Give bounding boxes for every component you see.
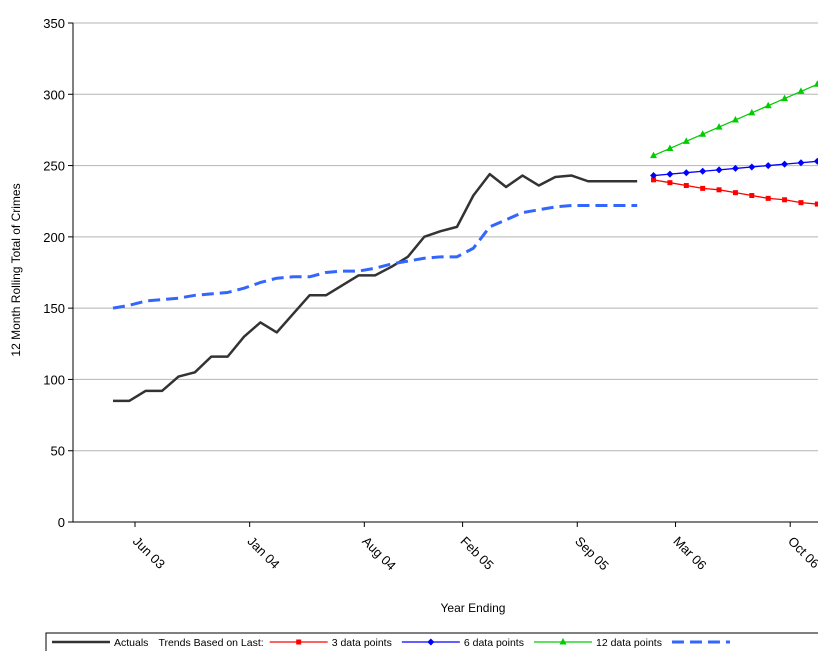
x-tick-label: Jun 03 [130,534,168,572]
diamond-marker [715,166,723,174]
triangle-marker [781,94,789,102]
y-tick-label: 200 [43,230,65,245]
triangle-marker [764,101,772,109]
triangle-marker [715,123,723,130]
series-2 [650,157,818,180]
triangle-marker [797,87,805,94]
triangle-marker [813,80,818,87]
x-tick-label: Sep 05 [572,534,612,574]
series-line [653,83,818,157]
y-tick-label: 0 [58,515,65,530]
legend-swatch [269,639,328,645]
square-marker [667,180,673,186]
triangle-marker [682,137,690,144]
triangle-marker [748,108,756,116]
square-marker [651,177,657,183]
series-line [653,179,818,205]
square-marker [814,201,818,207]
gridlines [73,22,818,452]
y-tick-label: 250 [43,159,65,174]
square-marker [683,183,689,189]
x-tick-label: Oct 06 [785,534,818,572]
square-marker [716,187,722,193]
legend-label: Actuals [114,637,148,649]
x-tick-label: Feb 05 [457,534,496,573]
y-tick-label: 100 [43,372,65,387]
diamond-marker [666,170,674,178]
square-marker [765,195,771,201]
x-tick-label: Mar 06 [670,534,709,573]
diamond-marker [731,164,739,172]
diamond-marker [699,167,707,175]
axes [68,22,818,527]
series-3 [650,80,818,159]
series-line [113,172,638,403]
legend: Actuals Trends Based on Last: 3 data point… [45,632,818,651]
x-axis-title: Year Ending [441,601,506,615]
y-tick-label: 300 [43,87,65,102]
series-1 [651,177,818,207]
diamond-marker [650,172,658,180]
diamond-marker [781,160,789,168]
series-0 [113,172,638,403]
diamond-marker [797,159,805,167]
square-marker [798,200,804,206]
diamond-marker [748,163,756,171]
square-marker [296,639,302,645]
legend-prefix: Trends Based on Last: [158,637,263,649]
legend-swatch [401,638,460,646]
square-marker [782,197,788,203]
diamond-marker [682,169,690,177]
diamond-marker [764,162,772,170]
triangle-marker [731,115,739,123]
legend-swatch [533,638,592,645]
triangle-marker [666,144,674,151]
triangle-marker [559,638,567,645]
square-marker [732,190,738,196]
x-tick-label: Aug 04 [359,534,399,574]
triangle-marker [650,151,658,159]
square-marker [700,185,706,191]
y-tick-label: 50 [51,444,65,459]
square-marker [749,193,755,199]
y-tick-label: 350 [43,16,65,31]
y-tick-label: 150 [43,301,65,316]
legend-label: 6 data points [464,637,524,649]
series-line [112,203,638,310]
diamond-marker [813,157,818,165]
tick-labels: 0 50 100 150 200 250 300 350 Jun 03 Jan 04 Aug 04 F… [43,16,818,573]
series-lines [112,80,818,403]
y-axis-title: 12 Month Rolling Total of Crimes [9,183,23,356]
legend-label: 3 data points [332,637,392,649]
legend-label: 12 data points [596,637,662,649]
diamond-marker [427,638,435,646]
series-4 [112,203,638,310]
triangle-marker [699,130,707,137]
x-tick-label: Jan 04 [245,534,283,572]
